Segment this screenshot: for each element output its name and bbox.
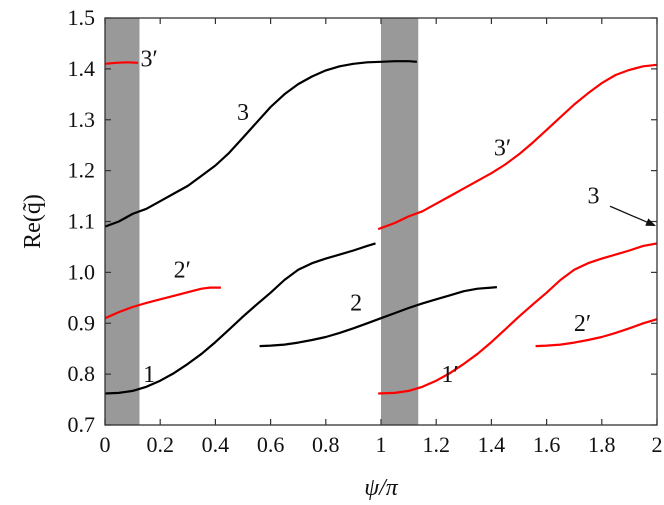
- y-tick-label: 1.1: [68, 209, 96, 234]
- curve-label-5: 2: [350, 291, 362, 317]
- curve-label-3: 2′: [174, 257, 191, 283]
- curve-label-1: 3′: [141, 46, 158, 72]
- y-tick-label: 1.0: [68, 259, 96, 284]
- y-tick-label: 0.8: [68, 361, 96, 386]
- series-line-4: [104, 61, 139, 65]
- y-tick-label: 0.7: [68, 412, 96, 437]
- y-tick-label: 0.9: [68, 310, 96, 335]
- curve-label-7: 1′: [441, 362, 458, 388]
- y-tick-label: 1.5: [68, 5, 96, 30]
- series-line-5: [104, 286, 221, 320]
- x-tick-label: 1.8: [588, 432, 616, 457]
- x-tick-label: 0.8: [312, 432, 340, 457]
- y-tick-label: 1.2: [68, 158, 96, 183]
- curve-label-2: 3: [237, 100, 249, 126]
- y-tick-label: 1.4: [68, 56, 96, 81]
- x-tick-label: 1.4: [478, 432, 506, 457]
- curve-label-8: 2′: [574, 311, 591, 337]
- series-line-3: [259, 286, 497, 348]
- axis-ticks: 0 0.2 0.4 0.6 0.8 1 1.2 1.4 1.6 1.8 2 0.7 0.8 0.9 1.0 1…: [68, 5, 663, 457]
- curve-label-9: 3: [588, 184, 600, 210]
- x-tick-label: 1: [376, 432, 387, 457]
- x-tick-label: 0.6: [257, 432, 285, 457]
- y-axis-label: Re(q̃): [20, 194, 46, 249]
- curve-annotations: 3′ 3 2′ 1 2 3′ 1′ 2′ 3: [141, 46, 656, 388]
- x-tick-label: 0: [100, 432, 111, 457]
- series-line-1: [104, 60, 417, 228]
- x-axis-label: ψ/π: [364, 475, 399, 501]
- x-tick-label: 1.2: [422, 432, 450, 457]
- x-tick-label: 1.6: [533, 432, 561, 457]
- curve-label-4: 1: [143, 362, 155, 388]
- series-line-2: [104, 242, 376, 395]
- series-line-8: [535, 318, 658, 348]
- series-line-6: [377, 63, 658, 231]
- curve-label-6: 3′: [494, 135, 511, 161]
- series-lines: [104, 60, 658, 395]
- x-tick-label: 2: [652, 432, 663, 457]
- annotation-arrow: [609, 205, 656, 227]
- x-tick-label: 0.2: [146, 432, 174, 457]
- x-tick-label: 0.4: [202, 432, 230, 457]
- y-tick-label: 1.3: [68, 107, 96, 132]
- series-line-7: [378, 242, 658, 395]
